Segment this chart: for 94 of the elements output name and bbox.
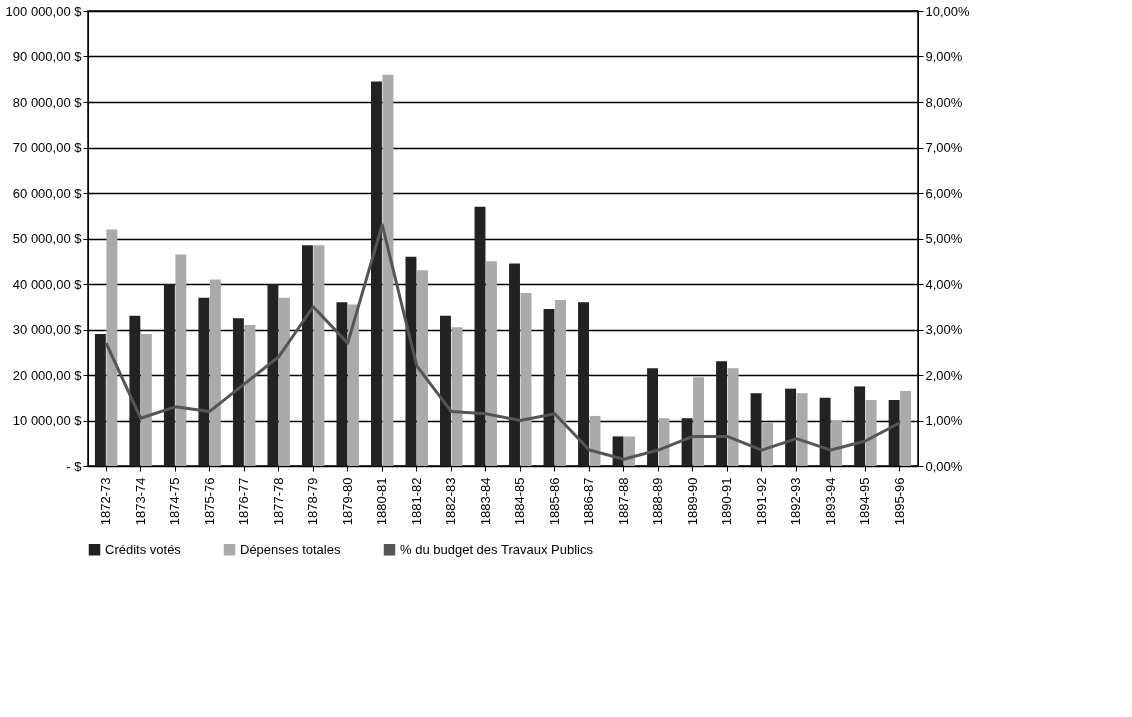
line-series: [104, 223, 902, 461]
x-tick-label: 1890-91: [719, 477, 735, 526]
bar: [693, 377, 705, 466]
x-tick-label: 1883-84: [477, 477, 493, 526]
bar: [831, 420, 843, 466]
x-tick-label: 1891-92: [753, 477, 769, 526]
x-tick-label: 1886-87: [581, 477, 597, 526]
y2-tick-label: 0,00%: [925, 458, 963, 474]
bar: [543, 309, 555, 466]
x-tick-label: 1881-82: [408, 477, 424, 526]
bar: [555, 299, 566, 466]
legend-label: Dépenses totales: [240, 541, 341, 557]
y-tick-label: 60 000,00 $: [12, 185, 83, 201]
bar: [658, 418, 670, 466]
legend-label: Crédits votés: [105, 541, 182, 557]
y-tick-label: - $: [66, 458, 83, 474]
y-tick-label: 50 000,00 $: [12, 231, 83, 246]
x-tick-label: 1879-80: [339, 477, 355, 526]
bar: [175, 254, 187, 466]
bar: [347, 304, 359, 466]
bar: [900, 390, 912, 466]
bar: [244, 324, 256, 466]
bar: [94, 334, 106, 466]
bar: [301, 245, 313, 466]
bar: [486, 261, 497, 466]
x-tick-label: 1893-94: [822, 477, 838, 526]
y-tick-label: 90 000,00 $: [12, 49, 83, 64]
y-tick-label: 80 000,00 $: [12, 94, 83, 110]
bar: [382, 74, 394, 466]
x-tick-label: 1884-85: [512, 477, 528, 526]
x-tick-label: 1892-93: [788, 477, 804, 526]
bar: [163, 284, 175, 466]
bar: [451, 327, 463, 466]
bar: [370, 81, 382, 466]
x-tick-label: 1889-90: [684, 477, 700, 526]
y2-tick-label: 9,00%: [925, 49, 963, 64]
bar: [796, 393, 808, 466]
bar: [440, 315, 451, 466]
x-tick-label: 1875-76: [201, 477, 217, 526]
x-tick-label: 1880-81: [374, 477, 390, 526]
legend-label: % du budget des Travaux Publics: [400, 541, 594, 557]
y-tick-label: 70 000,00 $: [12, 140, 83, 155]
y-tick-label: 30 000,00 $: [12, 322, 83, 337]
bar: [716, 361, 728, 466]
y-tick-label: 10 000,00 $: [12, 413, 83, 428]
bar: [750, 393, 762, 466]
bar: [209, 279, 221, 466]
x-tick-label: 1878-79: [305, 477, 321, 526]
bar: [785, 388, 797, 466]
bar: [509, 263, 520, 466]
bar: [129, 315, 141, 466]
bar: [232, 318, 244, 466]
bar: [854, 386, 866, 466]
bar: [520, 293, 532, 466]
x-tick-label: 1885-86: [546, 477, 562, 526]
bar: [336, 302, 348, 466]
bar: [474, 206, 486, 466]
bar: [278, 297, 290, 466]
x-tick-label: 1872-73: [98, 477, 114, 526]
bar: [762, 422, 774, 466]
x-tick-label: 1877-78: [270, 477, 286, 526]
x-tick-label: 1895-96: [891, 477, 907, 526]
bar: [417, 270, 428, 466]
bar: [681, 418, 693, 466]
bar: [865, 400, 877, 466]
bar: [888, 400, 900, 466]
x-tick-label: 1887-88: [615, 477, 631, 526]
bar: [198, 297, 210, 466]
x-tick-label: 1873-74: [132, 477, 148, 526]
x-tick-label: 1882-83: [443, 477, 459, 526]
y2-tick-label: 1,00%: [925, 413, 963, 428]
y-tick-label: 20 000,00 $: [12, 367, 83, 383]
bar: [267, 284, 279, 466]
y2-tick-label: 6,00%: [925, 185, 963, 201]
x-tick-label: 1894-95: [857, 477, 873, 526]
y-tick-label: 100 000,00 $: [5, 3, 83, 19]
bar: [647, 368, 659, 466]
y2-tick-label: 3,00%: [925, 322, 963, 337]
bar: [727, 368, 739, 466]
bar: [140, 334, 152, 466]
bar: [106, 229, 118, 466]
x-tick-label: 1888-89: [650, 477, 666, 526]
y2-tick-label: 8,00%: [925, 94, 963, 110]
bar: [313, 245, 325, 466]
y2-tick-label: 10,00%: [925, 3, 971, 19]
y2-tick-label: 7,00%: [925, 140, 963, 155]
y2-tick-label: 5,00%: [925, 231, 963, 246]
bar: [578, 302, 589, 466]
y2-tick-label: 2,00%: [925, 367, 963, 383]
y-tick-label: 40 000,00 $: [12, 276, 83, 292]
x-tick-label: 1874-75: [167, 477, 183, 526]
y2-tick-label: 4,00%: [925, 276, 963, 292]
bar: [819, 397, 831, 466]
x-tick-label: 1876-77: [236, 477, 252, 526]
